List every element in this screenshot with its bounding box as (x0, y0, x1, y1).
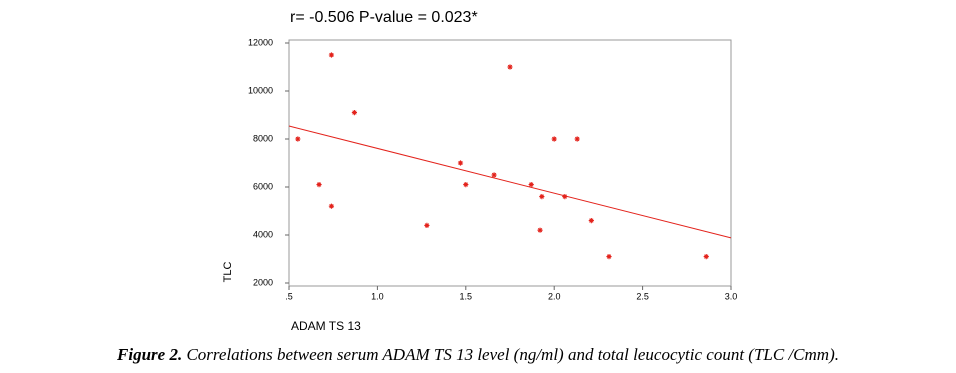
x-tick-label: 1.0 (371, 291, 384, 301)
point (351, 110, 358, 116)
point (328, 203, 335, 209)
point (551, 136, 557, 142)
point (457, 160, 464, 166)
point (562, 194, 568, 200)
caption-text: Correlations between serum ADAM TS 13 le… (186, 345, 839, 364)
x-tick-label: 2.0 (548, 291, 561, 301)
point (328, 52, 335, 58)
y-axis-label: TLC (222, 262, 234, 283)
point (491, 172, 497, 178)
y-tick-label: 8000 (253, 133, 273, 143)
plot-frame (288, 39, 732, 287)
x-tick-label: 1.5 (460, 291, 473, 301)
point (537, 227, 543, 233)
x-tick-label: .5 (285, 291, 293, 301)
x-tick-label: 2.5 (636, 291, 649, 301)
point (424, 222, 430, 228)
trend-line (288, 125, 732, 239)
point (528, 182, 534, 188)
chart-title: r= -0.506 P-value = 0.023* (290, 9, 478, 26)
point (539, 194, 545, 200)
caption: Figure 2. Correlations between serum ADA… (116, 345, 839, 364)
point (703, 254, 709, 260)
point (606, 254, 612, 260)
y-tick-label: 2000 (253, 277, 273, 287)
point (295, 136, 301, 142)
point (316, 182, 322, 188)
y-tick-label: 4000 (253, 229, 273, 239)
y-tick-label: 6000 (253, 181, 273, 191)
caption-label: Figure 2. (116, 345, 182, 364)
y-tick-label: 12000 (248, 37, 273, 47)
x-tick-label: 3.0 (725, 291, 738, 301)
point (463, 182, 469, 188)
x-axis-label: ADAM TS 13 (291, 319, 361, 333)
point (574, 136, 580, 142)
point (588, 218, 594, 224)
y-tick-label: 10000 (248, 85, 273, 95)
point (507, 64, 513, 70)
